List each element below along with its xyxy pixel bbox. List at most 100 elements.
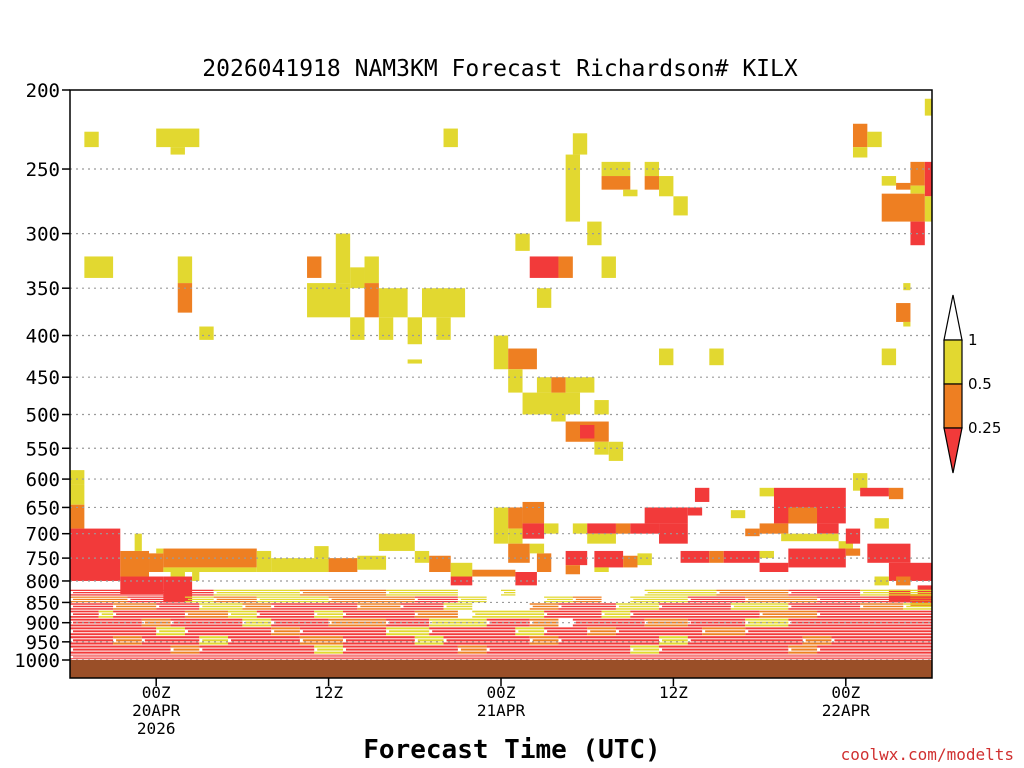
x-tick-label: 00Z <box>487 683 516 702</box>
heatmap-cell <box>163 576 193 603</box>
heatmap-cell <box>719 591 789 594</box>
heatmap-cell <box>493 335 509 370</box>
y-tick-label: 700 <box>26 524 60 546</box>
heatmap-cell <box>547 630 588 633</box>
heatmap-cell <box>565 550 588 566</box>
heatmap-cell <box>817 523 839 534</box>
heatmap-cell <box>748 598 818 601</box>
heatmap-cell <box>788 624 932 627</box>
heatmap-cell <box>199 326 214 340</box>
heatmap-cell <box>98 610 114 613</box>
heatmap-cell <box>604 613 631 616</box>
heatmap-cell <box>924 196 932 222</box>
heatmap-cell <box>917 585 932 595</box>
heatmap-cell <box>199 608 243 610</box>
heatmap-cell <box>845 528 861 544</box>
heatmap-cell <box>788 589 861 591</box>
heatmap-cell <box>687 636 803 639</box>
heatmap-cell <box>228 642 300 645</box>
x-tick-label: 2026 <box>137 719 176 738</box>
heatmap-cell <box>791 591 861 594</box>
heatmap-cell <box>70 616 99 618</box>
heatmap-cell <box>730 510 746 519</box>
heatmap-cell <box>561 639 660 642</box>
heatmap-cell <box>662 639 688 642</box>
heatmap-cell <box>213 594 300 596</box>
heatmap-cell <box>331 598 415 601</box>
heatmap-cell <box>544 596 573 598</box>
heatmap-cell <box>70 658 932 660</box>
y-tick-label: 850 <box>26 592 60 614</box>
heatmap-cell <box>446 639 530 642</box>
heatmap-cell <box>443 636 530 639</box>
heatmap-cell <box>443 128 458 148</box>
heatmap-cell <box>314 546 329 559</box>
heatmap-cell <box>565 377 595 393</box>
heatmap-cell <box>565 565 581 575</box>
heatmap-cell <box>831 636 932 639</box>
heatmap-cell <box>414 610 458 613</box>
heatmap-cell <box>687 601 746 603</box>
heatmap-cell <box>460 648 487 651</box>
colorbar-bottom-arrow <box>943 427 963 474</box>
heatmap-cell <box>515 627 545 630</box>
heatmap-cell <box>256 596 329 598</box>
heatmap-cell <box>730 608 789 610</box>
heatmap-cell <box>271 618 329 621</box>
heatmap-cell <box>271 558 329 573</box>
heatmap-cell <box>259 598 329 601</box>
heatmap-cell <box>242 603 272 605</box>
heatmap-cell <box>745 528 760 537</box>
heatmap-cell <box>515 633 545 636</box>
heatmap-cell <box>314 610 343 613</box>
heatmap-cell <box>551 414 566 422</box>
heatmap-cell <box>860 594 932 596</box>
x-tick-label: 22APR <box>822 701 871 720</box>
heatmap-cell <box>508 507 523 529</box>
heatmap-cell <box>302 639 343 642</box>
heatmap-cell <box>113 608 157 610</box>
heatmap-cell <box>532 605 559 608</box>
heatmap-cell <box>529 618 559 621</box>
heatmap-cell <box>888 487 904 500</box>
heatmap-cell <box>802 636 832 639</box>
heatmap-cell <box>457 596 487 598</box>
heatmap-cell <box>457 601 487 603</box>
heatmap-cell <box>84 131 99 148</box>
heatmap-cell <box>659 645 789 648</box>
heatmap-cell <box>759 610 818 613</box>
heatmap-cell <box>317 648 343 651</box>
heatmap-cell <box>903 603 932 605</box>
heatmap-cell <box>429 627 516 630</box>
heatmap-cell <box>184 596 214 598</box>
heatmap-cell <box>345 613 415 616</box>
heatmap-cell <box>170 645 200 648</box>
heatmap-cell <box>113 642 142 645</box>
heatmap-cell <box>187 598 214 601</box>
heatmap-cell <box>852 473 868 491</box>
heatmap-cell <box>587 627 616 630</box>
heatmap-cell <box>432 630 516 633</box>
heatmap-cell <box>536 288 552 308</box>
y-tick-label: 200 <box>26 80 60 102</box>
heatmap-cell <box>120 550 150 577</box>
y-tick-label: 550 <box>26 438 60 460</box>
heatmap-cell <box>615 633 703 636</box>
colorbar-yellow <box>943 339 963 385</box>
heatmap-cell <box>70 654 932 656</box>
heatmap-cell <box>644 624 688 627</box>
heatmap-cell <box>159 630 185 633</box>
heatmap-cell <box>863 605 904 608</box>
heatmap-cell <box>522 392 581 415</box>
heatmap-cell <box>544 523 559 534</box>
heatmap-cell <box>561 605 616 608</box>
heatmap-cell <box>881 193 925 222</box>
heatmap-cell <box>256 616 315 618</box>
heatmap-cell <box>116 639 142 642</box>
heatmap-cell <box>421 288 466 318</box>
heatmap-cell <box>149 553 164 573</box>
heatmap-cell <box>659 651 789 654</box>
heatmap-cell <box>70 603 114 605</box>
heatmap-cell <box>70 624 142 627</box>
heatmap-cell <box>127 601 185 603</box>
